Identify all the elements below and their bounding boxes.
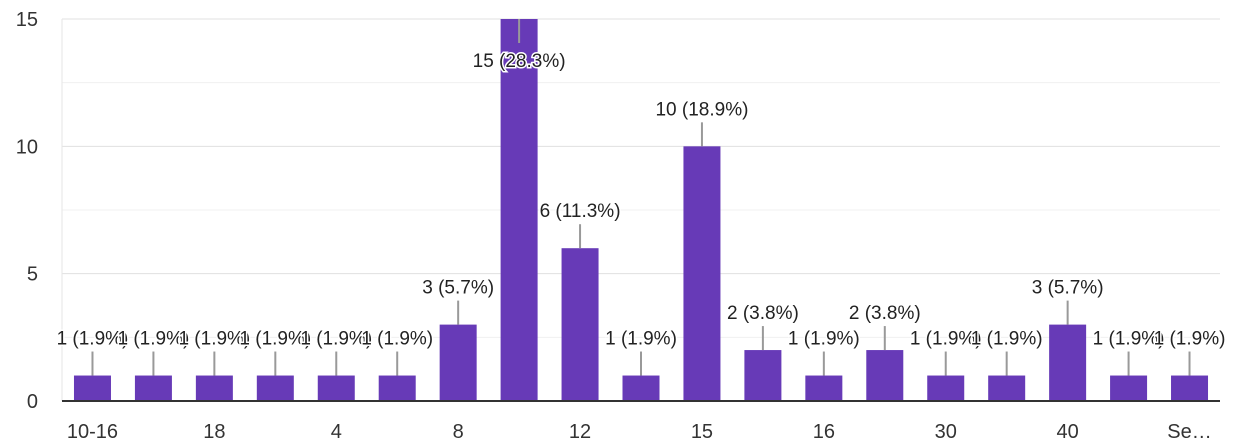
data-label: 1 (1.9%) (605, 329, 677, 350)
x-tick-label: 16 (813, 421, 835, 443)
x-tick-label: Se… (1167, 421, 1211, 443)
bar (622, 375, 660, 401)
bar (561, 248, 599, 401)
y-tick-label: 10 (16, 136, 38, 158)
bar (500, 19, 538, 401)
x-tick-label: 10-16 (67, 421, 118, 443)
y-tick-label: 5 (27, 264, 38, 286)
data-label: 15 (28.3%) (473, 51, 566, 72)
bar (1110, 375, 1148, 401)
bar (73, 375, 111, 401)
x-tick-label: 12 (569, 421, 591, 443)
x-tick-label: 18 (203, 421, 225, 443)
data-label: 1 (1.9%) (910, 329, 982, 350)
bar (378, 375, 416, 401)
x-tick-label: 30 (935, 421, 957, 443)
bar (744, 350, 782, 401)
data-label: 1 (1.9%) (788, 329, 860, 350)
bar (1171, 375, 1209, 401)
data-label: 1 (1.9%) (57, 329, 129, 350)
data-label: 1 (1.9%) (1093, 329, 1165, 350)
x-tick-label: 4 (331, 421, 342, 443)
data-label: 1 (1.9%) (971, 329, 1043, 350)
data-label: 6 (11.3%) (540, 201, 621, 222)
data-label: 1 (1.9%) (361, 329, 433, 350)
bar (439, 324, 477, 401)
data-label: 1 (1.9%) (1154, 329, 1226, 350)
x-tick-label: 8 (453, 421, 464, 443)
x-tick-label: 40 (1057, 421, 1079, 443)
bar (683, 146, 721, 401)
bar (805, 375, 843, 401)
data-label: 1 (1.9%) (118, 329, 190, 350)
bar (317, 375, 355, 401)
data-label: 3 (5.7%) (1032, 278, 1104, 299)
data-label: 1 (1.9%) (178, 329, 250, 350)
data-label: 1 (1.9%) (300, 329, 372, 350)
data-label: 2 (3.8%) (849, 303, 921, 324)
bar (1049, 324, 1087, 401)
bar (866, 350, 904, 401)
data-label: 10 (18.9%) (655, 99, 748, 120)
y-tick-label: 15 (16, 9, 38, 31)
bar (134, 375, 172, 401)
data-label: 3 (5.7%) (422, 278, 494, 299)
data-label: 1 (1.9%) (239, 329, 311, 350)
bar (195, 375, 233, 401)
bar (988, 375, 1026, 401)
x-tick-label: 15 (691, 421, 713, 443)
bar (927, 375, 965, 401)
bar (256, 375, 294, 401)
data-label: 2 (3.8%) (727, 303, 799, 324)
y-tick-label: 0 (27, 391, 38, 413)
